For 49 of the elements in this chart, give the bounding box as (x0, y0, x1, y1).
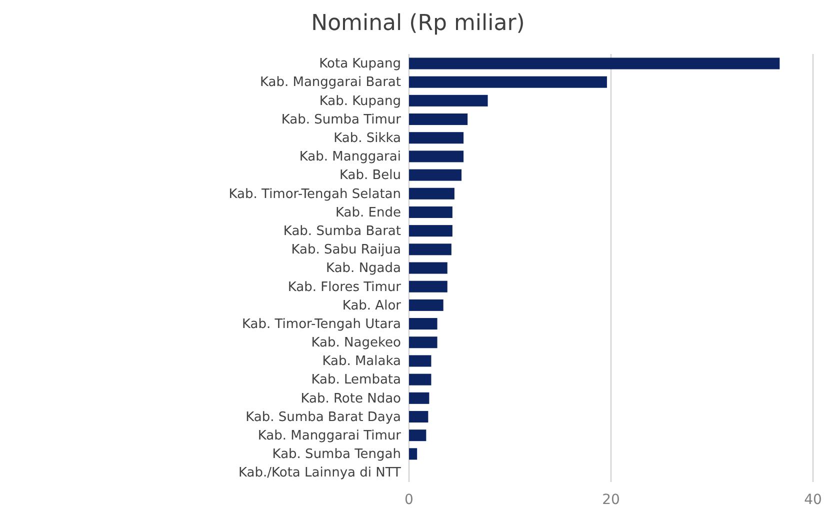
bar (409, 169, 462, 181)
y-tick-label: Kab. Sumba Barat (283, 224, 401, 239)
bar (409, 430, 426, 442)
bar (409, 336, 438, 348)
y-tick-label: Kab. Lembata (311, 372, 401, 388)
y-tick-label: Kab./Kota Lainnya di NTT (238, 466, 402, 481)
y-tick-label: Kab. Ngada (326, 261, 401, 276)
bar (409, 113, 468, 126)
x-tick-label: 40 (804, 492, 822, 508)
y-tick-label: Kab. Alor (342, 298, 402, 314)
bar (409, 355, 432, 367)
bar (409, 318, 438, 330)
bar (409, 94, 488, 106)
y-tick-label: Kab. Timor-Tengah Utara (242, 316, 401, 332)
bar (409, 280, 448, 292)
y-tick-label: Kota Kupang (319, 56, 401, 72)
bar (409, 150, 464, 162)
bar (409, 188, 454, 200)
y-tick-label: Kab. Manggarai Timur (258, 428, 402, 444)
y-tick-label: Kab. Flores Timur (288, 280, 402, 295)
y-tick-label: Kab. Ende (336, 205, 401, 220)
bar (409, 410, 428, 423)
y-tick-label: Kab. Sumba Barat Daya (246, 410, 401, 425)
y-tick-label: Kab. Kupang (319, 94, 401, 109)
y-tick-label: Kab. Manggarai Barat (260, 75, 401, 90)
y-tick-label: Kab. Sikka (334, 131, 401, 146)
bar (409, 374, 432, 386)
x-tick-label: 0 (404, 492, 414, 508)
bar (409, 299, 444, 311)
y-tick-label: Kab. Belu (339, 168, 401, 184)
bar (409, 225, 452, 237)
y-tick-label: Kab. Timor-Tengah Selatan (228, 186, 401, 202)
bar (409, 206, 452, 218)
y-tick-label: Kab. Sumba Timur (281, 112, 402, 128)
y-tick-label: Kab. Manggarai (299, 150, 401, 165)
y-tick-label: Kab. Malaka (322, 354, 401, 370)
bar (409, 132, 464, 144)
bar (409, 392, 430, 404)
bar (409, 262, 448, 274)
bar (409, 76, 607, 88)
y-tick-label: Kab. Nagekeo (311, 336, 402, 351)
bar (409, 58, 780, 70)
bar (409, 244, 452, 256)
y-tick-label: Kab. Sumba Tengah (272, 447, 401, 462)
chart-title: Nominal (Rp miliar) (311, 11, 525, 36)
y-tick-label: Kab. Rote Ndao (300, 391, 402, 406)
x-tick-label: 20 (602, 492, 620, 508)
y-tick-label: Kab. Sabu Raijua (291, 242, 401, 258)
bar (409, 448, 418, 460)
